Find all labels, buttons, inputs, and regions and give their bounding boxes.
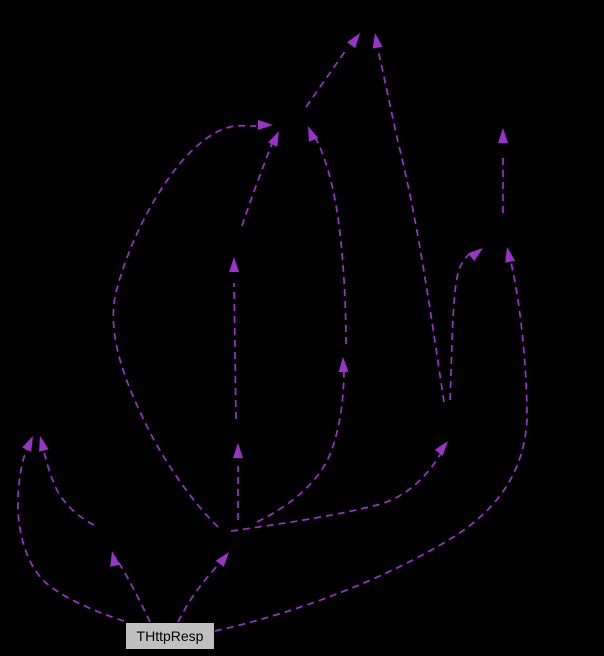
edge-box-to-leftnode xyxy=(17,441,125,622)
arrowhead-junction-to-rightnode xyxy=(468,248,483,262)
arrowhead-junction-to-topnode xyxy=(372,33,383,49)
node-label: THttpResp xyxy=(136,628,204,644)
arrowhead-hub-to-vmid xyxy=(233,443,243,458)
edge-midnode-to-topnode xyxy=(305,49,347,108)
arrowhead-hub-to-junction xyxy=(434,441,448,456)
arrowhead-rightnode-to-righttop xyxy=(498,128,508,143)
arrowhead-midnode-to-topnode xyxy=(347,33,360,49)
edge-hub-to-midnode xyxy=(112,124,257,528)
arrowhead-box-to-leftbottom xyxy=(110,551,121,567)
arrowhead-box-to-leftnode xyxy=(22,436,33,452)
edge-vtop-to-midnode xyxy=(241,137,276,227)
arrowhead-hub-to-c3node xyxy=(338,357,349,373)
edge-hub-to-c3node xyxy=(256,366,345,523)
arrowhead-leftbottom-to-leftnode xyxy=(39,436,49,452)
edge-leftbottom-to-leftnode xyxy=(42,446,95,526)
edge-c3node-to-midnode xyxy=(311,131,347,345)
arrowhead-hub-to-midnode xyxy=(258,120,273,130)
edge-box-to-hub xyxy=(177,556,226,623)
edge-box-to-leftbottom xyxy=(114,556,151,623)
edge-hub-to-junction xyxy=(230,452,442,532)
arrowhead-vtop-to-midnode xyxy=(268,131,279,147)
arrowhead-box-to-rightnode xyxy=(505,247,516,263)
arrowhead-box-to-hub xyxy=(215,552,229,567)
node-thttpresp[interactable]: THttpResp xyxy=(125,622,215,650)
arrowhead-c3node-to-midnode xyxy=(308,126,319,142)
edge-vmid-to-vtop xyxy=(233,282,237,420)
edge-junction-to-topnode xyxy=(377,49,445,403)
arrowhead-vmid-to-vtop xyxy=(229,257,239,272)
edge-junction-to-rightnode xyxy=(449,252,472,401)
edge-box-to-rightnode xyxy=(214,257,528,632)
